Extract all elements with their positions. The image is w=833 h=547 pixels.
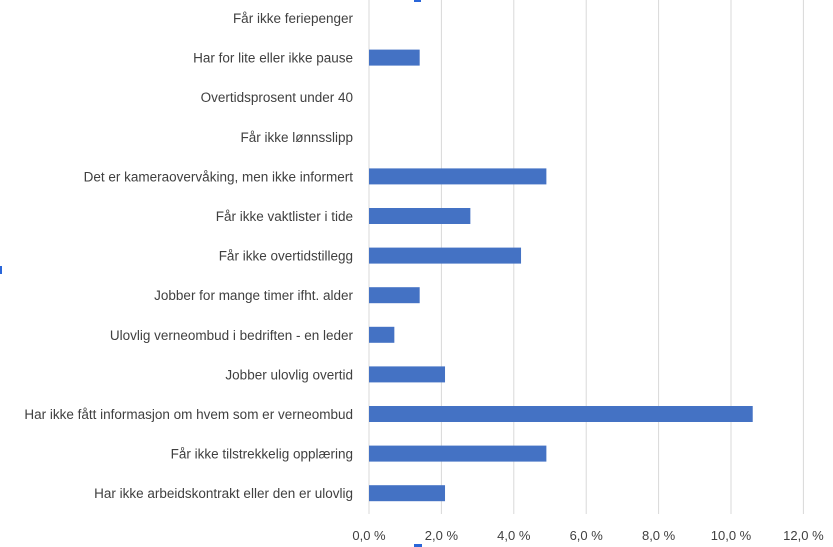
x-tick-label: 8,0 %	[642, 528, 676, 543]
bar	[369, 366, 446, 383]
bar	[369, 168, 547, 185]
category-label: Har ikke arbeidskontrakt eller den er ul…	[94, 486, 353, 501]
x-tick-label: 4,0 %	[497, 528, 531, 543]
edge-marker-bottom	[414, 544, 422, 547]
category-label: Overtidsprosent under 40	[201, 90, 353, 105]
bar	[369, 406, 753, 422]
edge-marker-left	[0, 266, 2, 274]
category-label: Får ikke overtidstillegg	[219, 249, 353, 264]
bars	[369, 49, 753, 502]
bar	[369, 485, 446, 502]
x-tick-label: 6,0 %	[570, 528, 604, 543]
bar	[369, 247, 522, 264]
category-label: Ulovlig verneombud i bedriften - en lede…	[110, 328, 354, 343]
bar	[369, 49, 420, 66]
x-tick-label: 2,0 %	[425, 528, 459, 543]
category-label: Jobber for mange timer ifht. alder	[154, 288, 353, 303]
edge-marker-top	[414, 0, 421, 2]
category-labels: Får ikke feriepenger Har for lite eller i…	[24, 11, 353, 501]
x-tick-labels: 0,0 % 2,0 % 4,0 % 6,0 % 8,0 % 10,0 % 12,0 %	[352, 528, 824, 543]
bar	[369, 445, 547, 462]
x-tick-label: 0,0 %	[352, 528, 386, 543]
category-label: Får ikke lønnsslipp	[240, 130, 353, 145]
category-label: Får ikke feriepenger	[233, 11, 354, 26]
bar	[369, 208, 471, 224]
bar	[369, 287, 420, 304]
x-tick-label: 12,0 %	[783, 528, 824, 543]
category-label: Det er kameraovervåking, men ikke inform…	[84, 169, 354, 184]
category-label: Har for lite eller ikke pause	[193, 51, 353, 66]
category-label: Har ikke fått informasjon om hvem som er…	[24, 407, 353, 422]
category-label: Får ikke tilstrekkelig opplæring	[171, 447, 353, 462]
category-label: Får ikke vaktlister i tide	[216, 209, 353, 224]
category-label: Jobber ulovlig overtid	[225, 367, 353, 382]
bar	[369, 326, 395, 343]
x-tick-label: 10,0 %	[711, 528, 752, 543]
